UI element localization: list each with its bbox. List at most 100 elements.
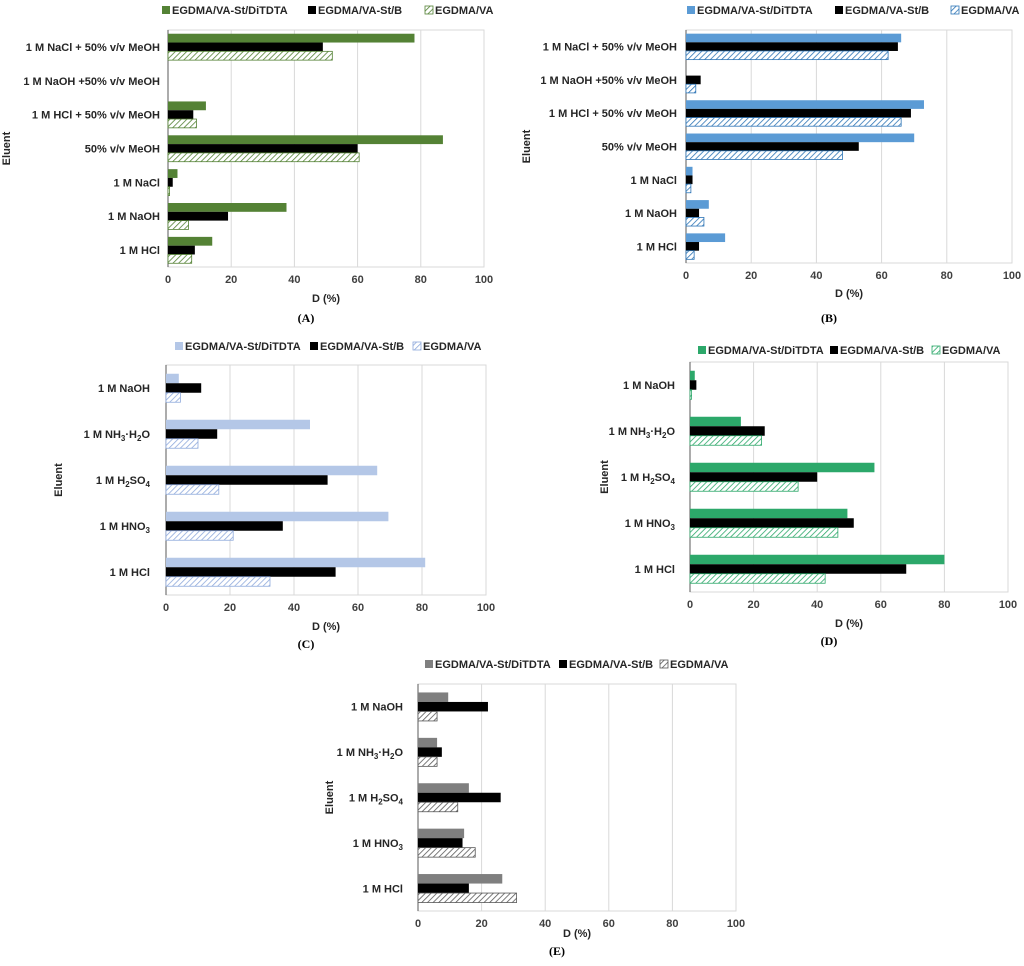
- bar-ditdta: [168, 101, 206, 111]
- x-tick-label: 0: [415, 918, 421, 930]
- bar-st-b: [418, 838, 463, 848]
- bar-st-b: [686, 242, 700, 251]
- legend-swatch: [559, 660, 567, 668]
- bar-st-b: [166, 521, 283, 531]
- y-axis-title: Eluent: [53, 463, 65, 497]
- bar-va: [165, 576, 271, 587]
- legend-entry: EGDMA/VA: [942, 345, 1001, 357]
- y-axis-title: Eluent: [324, 780, 336, 814]
- legend-entry: EGDMA/VA-St/B: [318, 5, 402, 17]
- bar-ditdta: [686, 166, 693, 176]
- legend-entry: EGDMA/VA-St/B: [840, 345, 924, 357]
- bar-va: [167, 152, 360, 163]
- category-label: 1 M NaCl + 50% v/v MeOH: [543, 42, 677, 54]
- legend-swatch: [659, 659, 669, 669]
- bar-va: [167, 186, 170, 196]
- legend-swatch: [308, 6, 316, 14]
- bar-st-b: [690, 380, 697, 390]
- bar-va: [165, 530, 234, 541]
- chart-panel-e: 0 20 40 60 80 100 1 M NaOH 1 M NH3·H2O 1 M H2SO4…: [324, 659, 745, 958]
- category-label: 1 M NaOH: [625, 208, 677, 220]
- bar-va: [417, 711, 438, 722]
- category-label: 1 M NaCl + 50% v/v MeOH: [26, 42, 160, 54]
- bar-ditdta: [166, 465, 378, 476]
- legend-swatch: [424, 5, 434, 15]
- category-label: 1 M H2SO4: [621, 472, 676, 486]
- bar-st-b: [168, 144, 358, 153]
- category-label: 1 M H2SO4: [349, 793, 404, 807]
- bar-st-b: [418, 883, 469, 894]
- x-tick-label: 0: [683, 270, 689, 282]
- category-label: 1 M HNO3: [100, 521, 151, 535]
- x-tick-label: 80: [666, 918, 678, 930]
- legend-swatch: [412, 341, 422, 351]
- bar-st-b: [686, 175, 693, 185]
- x-tick-label: 100: [999, 599, 1017, 611]
- bar-va: [685, 150, 843, 160]
- x-tick-label: 20: [225, 274, 237, 286]
- x-tick-label: 60: [351, 274, 363, 286]
- category-label: 1 M HCl: [120, 245, 160, 257]
- bar-st-b: [686, 208, 700, 218]
- bar-st-b: [686, 142, 859, 151]
- bar-va: [685, 216, 705, 227]
- panel-label: (C): [298, 637, 315, 651]
- x-tick-label: 20: [745, 270, 757, 282]
- category-label: 1 M HCl: [637, 241, 677, 253]
- bar-va: [167, 220, 189, 230]
- bar-va: [689, 481, 799, 492]
- legend-swatch: [835, 6, 843, 14]
- bar-ditdta: [690, 554, 945, 565]
- bar-st-b: [690, 426, 765, 436]
- x-tick-label: 100: [475, 274, 493, 286]
- category-label: 1 M HCl + 50% v/v MeOH: [549, 108, 677, 120]
- legend-entry: EGDMA/VA: [435, 5, 494, 17]
- category-label: 1 M NaCl: [631, 175, 677, 187]
- category-label: 1 M NH3·H2O: [337, 747, 404, 761]
- x-tick-label: 40: [539, 918, 551, 930]
- category-label: 50% v/v MeOH: [602, 142, 677, 154]
- legend-entry: EGDMA/VA: [670, 659, 729, 671]
- x-axis-title: D (%): [835, 288, 863, 300]
- legend-swatch: [687, 6, 695, 14]
- x-tick-label: 40: [288, 274, 300, 286]
- x-tick-label: 80: [938, 599, 950, 611]
- bar-va: [689, 527, 839, 538]
- category-label: 1 M NaOH +50% v/v MeOH: [23, 76, 160, 88]
- legend-entry: EGDMA/VA-St/DiTDTA: [185, 341, 301, 353]
- category-label: 1 M NaCl: [114, 177, 160, 189]
- bar-ditdta: [168, 135, 443, 145]
- x-tick-label: 100: [1003, 270, 1021, 282]
- bar-st-b: [690, 564, 907, 574]
- bar-va: [167, 50, 333, 61]
- legend-entry: EGDMA/VA: [961, 5, 1020, 17]
- bar-va: [685, 183, 692, 194]
- x-axis-title: D (%): [835, 618, 863, 630]
- bar-ditdta: [418, 692, 449, 702]
- x-tick-label: 0: [165, 274, 171, 286]
- bar-va: [685, 83, 697, 94]
- bar-st-b: [166, 429, 218, 439]
- legend-entry: EGDMA/VA-St/B: [845, 5, 929, 17]
- legend-entry: EGDMA/VA-St/DiTDTA: [172, 5, 288, 17]
- bar-ditdta: [418, 737, 438, 748]
- bar-st-b: [168, 245, 195, 255]
- bar-ditdta: [690, 370, 695, 381]
- bar-st-b: [686, 42, 898, 51]
- panel-label: (A): [298, 311, 315, 325]
- x-tick-label: 20: [475, 918, 487, 930]
- bar-st-b: [686, 75, 701, 85]
- category-label: 1 M NH3·H2O: [84, 429, 151, 443]
- x-tick-label: 40: [288, 602, 300, 614]
- legend-entry: EGDMA/VA: [423, 341, 482, 353]
- bar-st-b: [168, 211, 229, 221]
- chart-panel-c: 0 20 40 60 80 100 1 M NaOH 1 M NH3·H2O 1 M H2SO4…: [53, 341, 495, 651]
- legend-entry: EGDMA/VA-St/DiTDTA: [697, 5, 813, 17]
- category-label: 1 M HNO3: [353, 838, 404, 852]
- bar-ditdta: [166, 373, 179, 384]
- panel-label: (E): [549, 944, 565, 958]
- bar-ditdta: [166, 511, 389, 522]
- x-axis-title: D (%): [312, 621, 340, 633]
- bar-va: [417, 756, 438, 767]
